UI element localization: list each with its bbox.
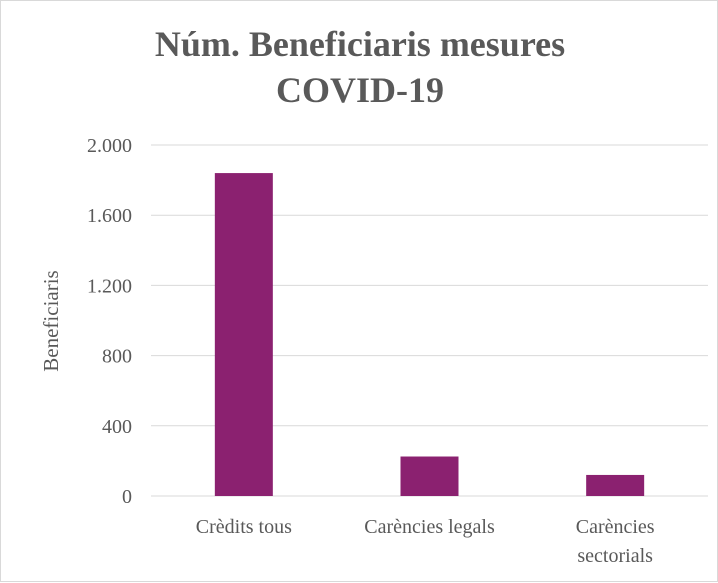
x-axis-labels: Crèdits tous Carències legals Carències sec… — [196, 516, 655, 567]
y-tick-label: 2.000 — [87, 135, 132, 157]
x-category-label: Crèdits tous — [196, 516, 292, 538]
bar — [586, 474, 645, 496]
x-category-label: Carències legals — [364, 516, 495, 538]
chart-title-line-2: COVID-19 — [276, 70, 444, 110]
y-tick-label: 800 — [102, 346, 132, 368]
chart-title-line-1: Núm. Beneficiaris mesures — [154, 24, 566, 64]
chart-title: Núm. Beneficiaris mesures COVID-19 — [1, 21, 718, 113]
y-tick-label: 400 — [102, 416, 132, 438]
bars — [214, 173, 645, 496]
x-category-label: Carències sectorials — [576, 516, 655, 567]
y-tick-label: 1.200 — [87, 275, 132, 297]
y-tick-label: 1.600 — [87, 205, 132, 227]
bar — [400, 456, 459, 496]
y-axis-ticks: 0 400 800 1.200 1.600 2.000 — [87, 135, 132, 508]
bar — [214, 173, 273, 496]
y-tick-label: 0 — [122, 486, 132, 508]
y-axis-title: Beneficiaris — [39, 270, 63, 371]
